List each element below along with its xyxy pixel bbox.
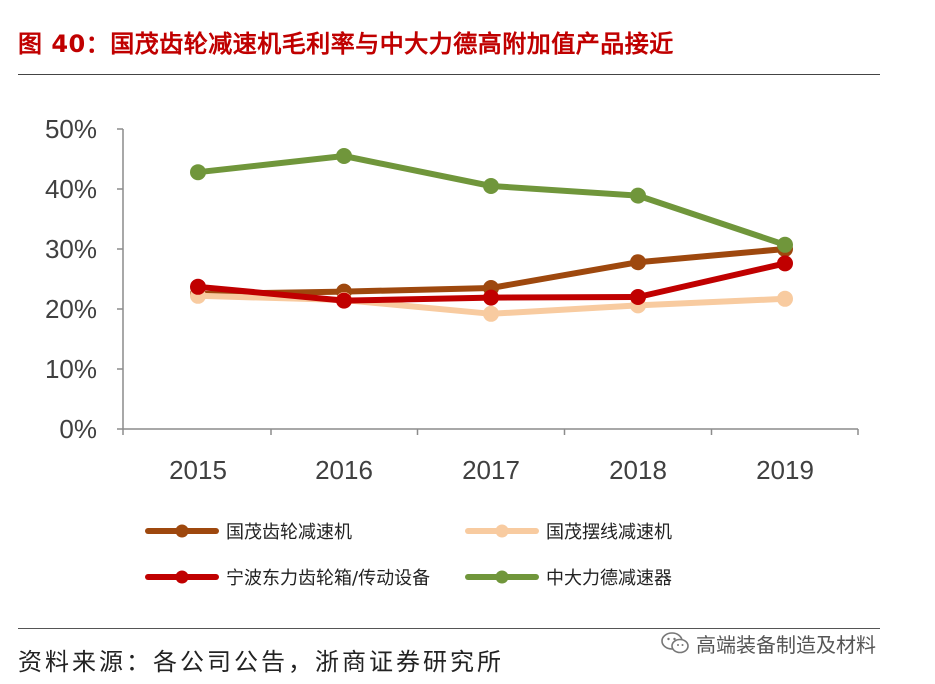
series-layer	[190, 148, 793, 322]
data-point	[630, 254, 646, 271]
data-point	[483, 289, 499, 306]
legend-label: 国茂摆线减速机	[546, 522, 672, 543]
data-point	[777, 236, 793, 253]
x-tick-label: 2016	[315, 455, 373, 485]
wechat-icon	[661, 632, 689, 654]
x-tick-label: 2017	[462, 455, 520, 485]
data-point	[190, 278, 206, 295]
figure-title: 图 40：国茂齿轮减速机毛利率与中大力德高附加值产品接近	[18, 30, 674, 58]
series-line	[195, 153, 788, 248]
x-tick-label: 2015	[169, 455, 227, 485]
series-3	[190, 148, 793, 253]
legend-entry: 中大力德减速器	[465, 568, 672, 589]
legend-label: 宁波东力齿轮箱/传动设备	[226, 568, 430, 589]
legend-marker	[495, 570, 509, 584]
watermark-text: 高端装备制造及材料	[696, 632, 876, 657]
legend-marker	[495, 524, 509, 538]
y-tick-label: 0%	[59, 414, 97, 444]
legend-entry: 国茂摆线减速机	[465, 522, 672, 543]
data-point	[630, 289, 646, 305]
source-note: 资料来源：各公司公告，浙商证券研究所	[18, 648, 504, 676]
series-2	[190, 255, 793, 309]
x-tick-label: 2019	[756, 455, 814, 485]
y-tick-label: 10%	[45, 354, 97, 384]
data-point	[483, 305, 499, 322]
legend-label: 中大力德减速器	[546, 568, 672, 589]
y-tick-label: 30%	[45, 234, 97, 264]
data-point	[630, 187, 646, 204]
source-divider	[18, 628, 880, 629]
legend-entry: 宁波东力齿轮箱/传动设备	[145, 568, 430, 589]
chart-axes: 0% 10% 20% 30% 40% 50% 2015 2016 2017 2018 2019	[45, 114, 859, 485]
legend-label: 国茂齿轮减速机	[226, 522, 352, 543]
y-tick-label: 40%	[45, 174, 97, 204]
legend-entry: 国茂齿轮减速机	[145, 522, 352, 543]
data-point	[190, 164, 206, 181]
y-tick-label: 20%	[45, 294, 97, 324]
y-tick-label: 50%	[45, 114, 97, 144]
legend-marker	[175, 524, 189, 538]
watermark: 高端装备制造及材料	[660, 628, 876, 658]
data-point	[483, 178, 499, 194]
data-point	[777, 255, 793, 272]
legend-marker	[175, 570, 189, 584]
title-divider	[18, 74, 880, 75]
data-point	[336, 292, 352, 309]
data-point	[777, 290, 793, 307]
x-tick-label: 2018	[609, 455, 667, 485]
data-point	[336, 148, 352, 164]
